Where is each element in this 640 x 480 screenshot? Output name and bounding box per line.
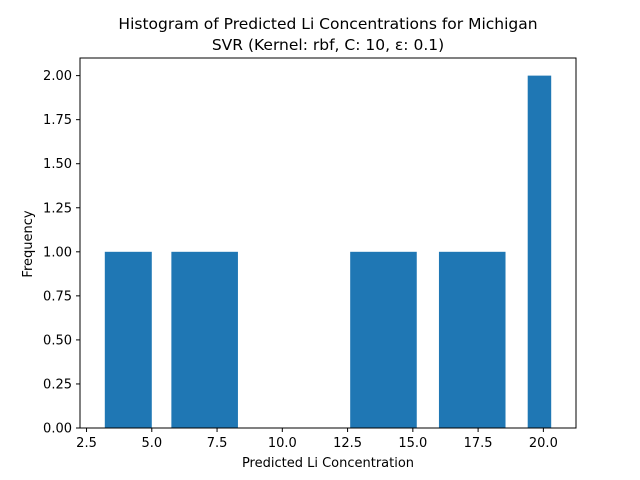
y-tick-label: 0.25 [43,377,72,392]
histogram-bar-5 [527,75,552,428]
x-tick-label: 20.0 [529,436,558,451]
x-tick-label: 2.5 [76,436,97,451]
x-tick-label: 10.0 [268,436,297,451]
x-tick-label: 17.5 [464,436,493,451]
histogram-bar-2 [171,251,238,428]
y-tick-label: 1.50 [43,157,72,172]
x-tick-label: 12.5 [333,436,362,451]
chart-title: Histogram of Predicted Li Concentrations… [118,15,537,54]
x-tick-label: 15.0 [398,436,427,451]
y-tick-label: 1.75 [43,113,72,128]
y-tick-label: 0.50 [43,333,72,348]
axes-frame [79,57,577,429]
y-tick-label: 1.25 [43,201,72,216]
title-line-1: Histogram of Predicted Li Concentrations… [118,15,537,33]
x-axis-label: Predicted Li Concentration [242,456,414,471]
title-line-2: SVR (Kernel: rbf, C: 10, ε: 0.1) [212,36,444,54]
histogram-bar-1 [104,251,152,428]
y-axis-label: Frequency [21,210,36,277]
y-tick-label: 0.00 [43,422,72,437]
y-tick-label: 0.75 [43,289,72,304]
x-tick-label: 5.0 [141,436,162,451]
y-tick-label: 2.00 [43,69,72,84]
histogram-bar-3 [350,251,417,428]
y-tick-label: 1.00 [43,245,72,260]
x-axis-ticks: 2.5 5.0 7.5 10.0 12.5 15.0 17.5 20.0 [76,428,558,451]
y-axis-ticks: 0.00 0.25 0.50 0.75 1.00 1.25 1.50 1.75 2.00 [43,69,80,437]
bars-group [104,75,552,428]
histogram-bar-4 [438,251,506,428]
x-tick-label: 7.5 [207,436,228,451]
